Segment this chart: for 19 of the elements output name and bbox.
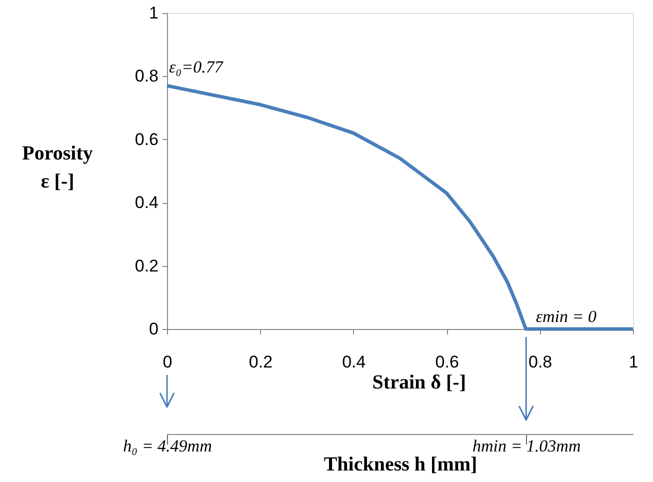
annotation: ε₀=0.77 xyxy=(169,58,224,77)
x-tick-label: 0.2 xyxy=(248,352,273,372)
y-axis-title: Porosity ε [-] xyxy=(22,142,93,192)
x2-tick-label: hmin = 1.03mm xyxy=(472,436,581,456)
y-tick-label: 0.4 xyxy=(134,193,158,212)
x-tick-label: 0.8 xyxy=(528,352,552,372)
y-tick-label: 0.8 xyxy=(134,66,158,86)
x-tick-label: 0.6 xyxy=(435,352,459,372)
x2-axis-title: Thickness h [mm] xyxy=(324,454,478,476)
y-tick-label: 0.6 xyxy=(134,130,158,149)
y-tick-label: 0 xyxy=(149,320,158,338)
y-tick-label: 1 xyxy=(149,4,158,22)
annotation: εmin = 0 xyxy=(536,307,597,326)
x-tick-label: 1 xyxy=(628,352,638,372)
x2-tick-label: h₀ = 4.49mm xyxy=(123,436,212,456)
x-tick-label: 0 xyxy=(162,352,172,372)
x-axis-title: Strain δ [-] xyxy=(372,372,466,394)
x-tick-label: 0.4 xyxy=(342,352,366,372)
y-tick-label: 0.2 xyxy=(134,256,158,276)
